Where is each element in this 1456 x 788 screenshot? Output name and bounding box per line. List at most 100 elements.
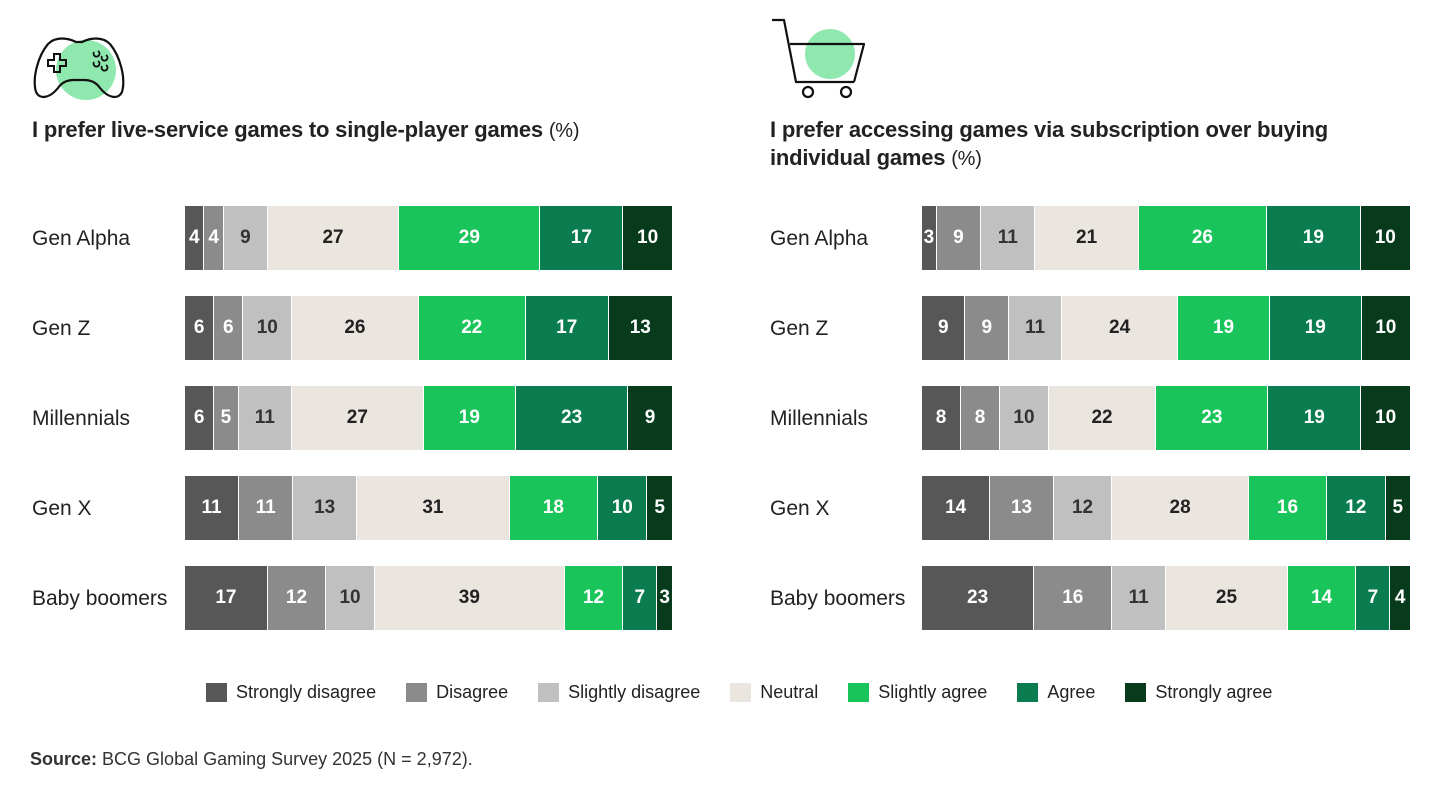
legend-swatch [730,683,752,702]
stacked-bar: 6 5 11 27 19 23 9 [185,386,672,450]
stacked-bar: 9 9 11 24 19 19 10 [922,296,1410,360]
bar-segment-strongly-agree: 10 [1360,206,1410,270]
stacked-bar: 11 11 13 31 18 10 5 [185,476,672,540]
legend-item-strongly-agree: Strongly agree [1125,682,1272,703]
bar-segment-slightly-disagree: 9 [223,206,268,270]
bar-segment-strongly-disagree: 3 [922,206,937,270]
bar-row-baby-boomers: Baby boomers 23 16 11 25 14 7 4 [738,566,1456,630]
bar-segment-slightly-disagree: 12 [1053,476,1113,540]
bar-segment-strongly-agree: 5 [647,476,672,540]
bar-segment-agree: 17 [525,296,609,360]
bar-segment-strongly-disagree: 6 [185,296,215,360]
bar-row-gen-x: Gen X 11 11 13 31 18 10 5 [0,476,720,540]
bar-segment-slightly-disagree: 11 [1008,296,1063,360]
bar-segment-strongly-disagree: 17 [185,566,268,630]
category-label: Gen X [770,497,830,520]
bar-segment-disagree: 16 [1034,566,1113,630]
bar-segment-strongly-disagree: 4 [185,206,205,270]
bar-row-gen-x: Gen X 14 13 12 28 16 12 5 [738,476,1456,540]
bar-segment-slightly-disagree: 10 [326,566,375,630]
legend-item-strongly-disagree: Strongly disagree [206,682,376,703]
bar-segment-strongly-disagree: 8 [922,386,962,450]
bar-segment-strongly-disagree: 11 [185,476,240,540]
bar-row-baby-boomers: Baby boomers 17 12 10 39 12 7 3 [0,566,720,630]
bar-segment-slightly-agree: 29 [399,206,541,270]
bar-segment-strongly-disagree: 6 [185,386,215,450]
bar-segment-strongly-agree: 5 [1385,476,1410,540]
legend-item-slightly-agree: Slightly agree [848,682,987,703]
stacked-bar: 17 12 10 39 12 7 3 [185,566,672,630]
bar-segment-slightly-disagree: 13 [293,476,358,540]
bar-segment-agree: 10 [598,476,648,540]
legend-item-neutral: Neutral [730,682,818,703]
bar-segment-neutral: 39 [374,566,565,630]
legend-label: Strongly agree [1155,682,1273,702]
bar-segment-slightly-agree: 12 [564,566,624,630]
bar-row-millennials: Millennials 8 8 10 22 23 19 10 [738,386,1456,450]
category-label: Gen Z [770,317,829,340]
bar-segment-agree: 7 [623,566,658,630]
category-label: Baby boomers [32,587,168,610]
bar-segment-disagree: 4 [204,206,224,270]
legend-swatch [1017,683,1039,702]
bar-segment-disagree: 8 [961,386,1001,450]
chart-title-left: I prefer live-service games to single-pl… [32,117,580,142]
bar-segment-slightly-disagree: 11 [238,386,293,450]
bar-row-gen-z: Gen Z 6 6 10 26 22 17 13 [0,296,720,360]
bar-segment-strongly-disagree: 9 [922,296,966,360]
legend-label: Strongly disagree [236,682,377,702]
bar-segment-disagree: 11 [239,476,294,540]
category-label: Gen Alpha [770,227,869,250]
source-note: Source: BCG Global Gaming Survey 2025 (N… [30,749,473,770]
bar-segment-neutral: 31 [357,476,510,540]
legend-swatch [406,683,428,702]
stacked-bar: 4 4 9 27 29 17 10 [185,206,672,270]
bar-segment-strongly-agree: 10 [623,206,672,270]
bar-segment-agree: 17 [540,206,624,270]
bar-segment-neutral: 21 [1035,206,1139,270]
bar-segment-slightly-disagree: 10 [1000,386,1049,450]
category-label: Gen Alpha [32,227,131,250]
legend-label: Slightly agree [878,682,988,702]
bar-segment-strongly-agree: 13 [608,296,672,360]
bar-segment-slightly-agree: 19 [423,386,517,450]
bar-segment-neutral: 27 [267,206,400,270]
bar-segment-disagree: 6 [214,296,244,360]
category-label: Millennials [32,407,131,430]
legend-item-agree: Agree [1017,682,1095,703]
bar-segment-neutral: 26 [292,296,419,360]
bar-segment-slightly-agree: 19 [1178,296,1270,360]
bar-segment-disagree: 12 [267,566,327,630]
category-label: Millennials [770,407,869,430]
bar-segment-agree: 19 [1268,386,1362,450]
legend-label: Neutral [760,682,819,702]
bar-segment-agree: 19 [1269,296,1362,360]
bar-segment-strongly-disagree: 23 [922,566,1035,630]
bar-segment-strongly-agree: 10 [1361,386,1410,450]
legend-swatch [1125,683,1147,702]
bar-segment-neutral: 24 [1062,296,1179,360]
source-label: Source: [30,749,98,769]
game-controller-icon [28,16,128,107]
stacked-bar: 6 6 10 26 22 17 13 [185,296,672,360]
legend: Strongly disagree Disagree Slightly disagr… [206,682,1302,703]
category-label: Gen X [32,497,92,520]
category-label: Gen Z [32,317,91,340]
bar-segment-neutral: 27 [292,386,424,450]
bar-segment-strongly-disagree: 14 [922,476,991,540]
bar-segment-disagree: 5 [214,386,239,450]
legend-item-slightly-disagree: Slightly disagree [538,682,700,703]
bar-segment-slightly-disagree: 11 [1112,566,1166,630]
stacked-bar: 3 9 11 21 26 19 10 [922,206,1410,270]
bar-segment-agree: 23 [516,386,629,450]
bar-segment-slightly-agree: 18 [509,476,599,540]
bar-segment-strongly-agree: 9 [628,386,672,450]
bar-segment-disagree: 9 [936,206,982,270]
legend-swatch [538,683,560,702]
bar-segment-agree: 19 [1267,206,1361,270]
stacked-bar: 14 13 12 28 16 12 5 [922,476,1410,540]
bar-segment-strongly-agree: 3 [657,566,672,630]
legend-item-disagree: Disagree [406,682,508,703]
bar-segment-agree: 12 [1327,476,1386,540]
bar-segment-slightly-agree: 22 [418,296,526,360]
